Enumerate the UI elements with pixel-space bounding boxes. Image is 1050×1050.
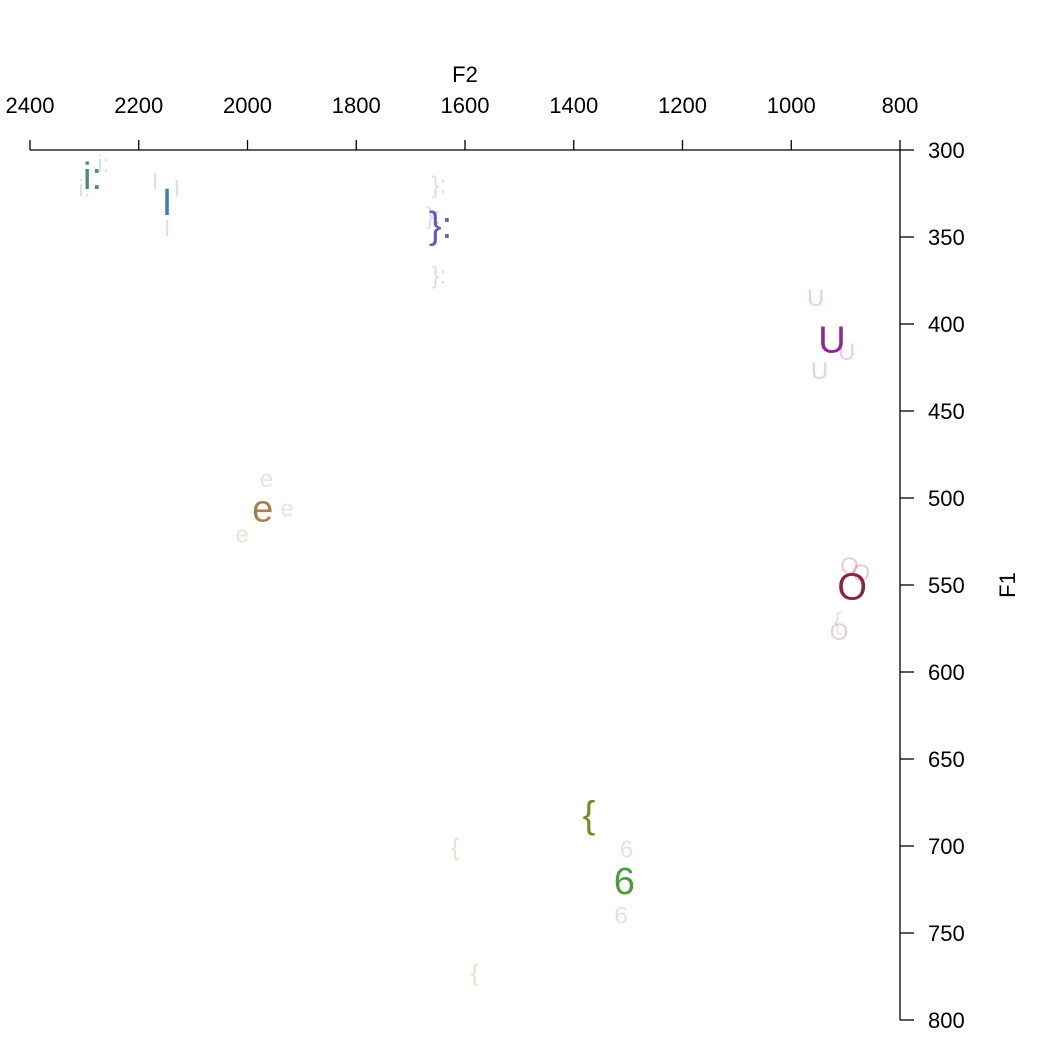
mean-point: U [818,320,845,362]
token-point: }: [432,172,447,199]
token-point: e [281,495,294,522]
mean-point: 6 [614,861,635,903]
mean-point: i: [83,156,102,198]
y-tick-label: 300 [928,138,965,163]
token-point: e [235,522,248,549]
token-point: 6 [614,903,627,930]
token-point: O [830,619,849,646]
x-tick-label: 1800 [332,93,381,118]
token-point: U [838,339,855,366]
x-tick-label: 1000 [767,93,816,118]
y-tick-label: 400 [928,312,965,337]
token-point: }: [426,203,441,230]
x-tick-label: 2400 [6,93,55,118]
y-tick-label: 650 [928,747,965,772]
mean-point: e [252,488,273,530]
x-axis-title: F2 [452,62,478,87]
x-tick-label: 1200 [658,93,707,118]
mean-point: I [162,182,173,224]
x-tick-label: 1400 [549,93,598,118]
x-tick-label: 800 [882,93,919,118]
y-tick-label: 750 [928,921,965,946]
token-point: U [811,358,828,385]
mean-point: { [583,795,596,837]
y-tick-label: 700 [928,834,965,859]
y-tick-label: 500 [928,486,965,511]
token-point: 6 [620,836,633,863]
token-point: { [471,960,479,987]
token-point: I [173,175,180,202]
y-tick-label: 550 [928,573,965,598]
y-tick-label: 600 [928,660,965,685]
mean-point: O [837,567,867,609]
token-point: I [164,215,171,242]
x-tick-label: 1600 [441,93,490,118]
token-point: e [260,466,273,493]
y-tick-label: 450 [928,399,965,424]
x-tick-label: 2000 [223,93,272,118]
x-tick-label: 2200 [114,93,163,118]
token-point: }: [432,262,447,289]
token-point: O [840,553,859,580]
token-point: I [152,168,159,195]
token-point: { [833,609,841,636]
token-point: { [451,835,459,862]
token-point: i: [97,151,109,178]
y-axis-title: F1 [995,572,1020,598]
y-tick-label: 800 [928,1008,965,1033]
token-point: i: [78,175,90,202]
token-point: O [852,560,871,587]
token-point: U [807,285,824,312]
mean-point: }: [429,205,452,247]
axes: 2400 2200 2000 1800 1600 1400 1200 1000 800 F2 300… [6,62,1020,1033]
y-tick-label: 350 [928,225,965,250]
